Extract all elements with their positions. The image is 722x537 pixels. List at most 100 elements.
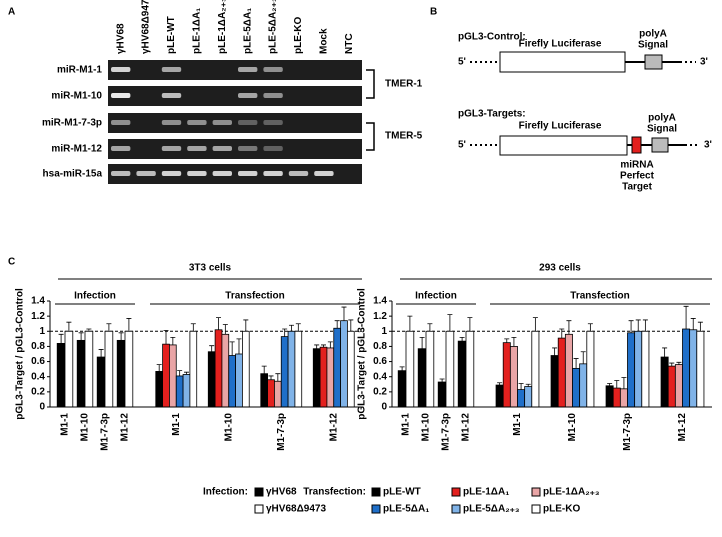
gel-band: [111, 171, 131, 176]
bar: [445, 330, 455, 408]
gel-band: [187, 146, 207, 151]
error-bar: [447, 314, 453, 332]
panel-label: B: [430, 7, 437, 18]
x-tick-label: M1-10: [223, 413, 234, 442]
target-box: [631, 136, 642, 154]
group-label: Transfection: [570, 291, 629, 302]
x-tick-label: M1-10: [567, 413, 578, 442]
error-bar: [268, 375, 274, 380]
error-bar: [459, 336, 465, 342]
bar: [437, 381, 447, 408]
error-bar: [662, 347, 668, 358]
error-bar: [614, 380, 620, 389]
gel-band: [161, 67, 182, 72]
error-bar: [552, 347, 558, 356]
bar: [346, 330, 355, 408]
legend-swatch: [371, 504, 381, 514]
gel-band: [136, 171, 156, 176]
error-bar: [511, 336, 517, 347]
y-tick-label: 1.4: [31, 296, 45, 307]
error-bar: [98, 349, 104, 358]
gel-band: [161, 146, 182, 151]
error-bar: [288, 324, 294, 332]
y-tick-label: 0.6: [31, 356, 45, 367]
error-bar: [399, 366, 405, 371]
y-tick-label: 1.4: [373, 296, 387, 307]
bar: [124, 330, 134, 408]
x-tick-label: M1-7-3p: [276, 413, 287, 451]
lane-label: NTC: [344, 33, 355, 54]
bar: [175, 375, 184, 408]
error-bar: [348, 319, 354, 332]
gel-band: [161, 93, 182, 98]
bar: [214, 329, 223, 408]
error-bar: [295, 323, 301, 332]
bar: [531, 330, 540, 408]
legend-swatch: [451, 487, 461, 497]
error-bar: [78, 332, 84, 341]
legend-label: pLE-KO: [543, 504, 580, 515]
error-bar: [628, 320, 634, 333]
gel-row: [108, 86, 362, 106]
x-tick-label: M1-1: [401, 413, 412, 436]
lane-label: pLE-5ΔA₁: [242, 8, 253, 54]
panel-label: C: [8, 257, 15, 268]
row-label: miR-M1-1: [57, 65, 102, 76]
bar: [267, 379, 275, 408]
error-bar: [621, 377, 627, 389]
gel-band: [187, 171, 207, 176]
bar: [495, 384, 504, 408]
error-bar: [427, 323, 433, 332]
y-tick-label: 0.4: [373, 371, 387, 382]
legend-label: pLE-5ΔA₁: [383, 504, 429, 515]
y-tick-label: 1.2: [373, 311, 387, 322]
bracket: [366, 69, 375, 99]
bar: [524, 386, 533, 408]
gene-label: Firefly Luciferase: [519, 39, 602, 50]
lane-label: pLE-WT: [166, 16, 177, 54]
error-bar: [327, 341, 333, 348]
gel-band: [288, 171, 309, 176]
gel-band: [238, 67, 258, 72]
bar: [405, 330, 415, 408]
x-tick-label: M1-1: [512, 413, 523, 436]
error-bar: [334, 320, 340, 329]
target-label: miRNA: [620, 160, 653, 171]
construct-title: pGL3-Targets:: [458, 109, 526, 120]
bar: [84, 330, 94, 408]
bar: [397, 370, 407, 408]
bar: [502, 342, 511, 408]
error-bar: [314, 344, 320, 349]
gel-band: [263, 146, 283, 151]
error-bar: [559, 328, 565, 339]
bar: [465, 330, 475, 408]
bar: [641, 330, 650, 408]
bar: [586, 330, 595, 408]
legend-swatch: [254, 487, 264, 497]
bar: [517, 389, 526, 408]
error-bar: [669, 362, 675, 367]
error-bar: [467, 317, 473, 332]
error-bar: [170, 336, 176, 345]
chart-title: 293 cells: [539, 263, 581, 274]
legend-label: pLE-WT: [383, 487, 421, 498]
legend-swatch: [254, 504, 264, 514]
legend-label: pLE-1ΔA₂₊₃: [543, 487, 600, 498]
x-tick-label: M1-12: [677, 413, 688, 442]
polya-label: polyA: [639, 29, 667, 40]
gene-label: Firefly Luciferase: [519, 121, 602, 132]
error-bar: [222, 324, 228, 335]
error-bar: [642, 319, 648, 332]
error-bar: [229, 341, 235, 356]
legend-swatch: [531, 487, 541, 497]
error-bar: [439, 378, 445, 383]
legend-label: pLE-5ΔA₂₊₃: [463, 504, 520, 515]
x-tick-label: M1-10: [80, 413, 91, 442]
construct-title: pGL3-Control:: [458, 32, 526, 43]
lane-label: pLE-1ΔA₁: [192, 8, 203, 54]
gel-band: [212, 120, 232, 125]
x-tick-label: M1-1: [60, 413, 71, 436]
bar: [326, 347, 335, 408]
gel-band: [111, 120, 131, 125]
gel-band: [238, 93, 258, 98]
